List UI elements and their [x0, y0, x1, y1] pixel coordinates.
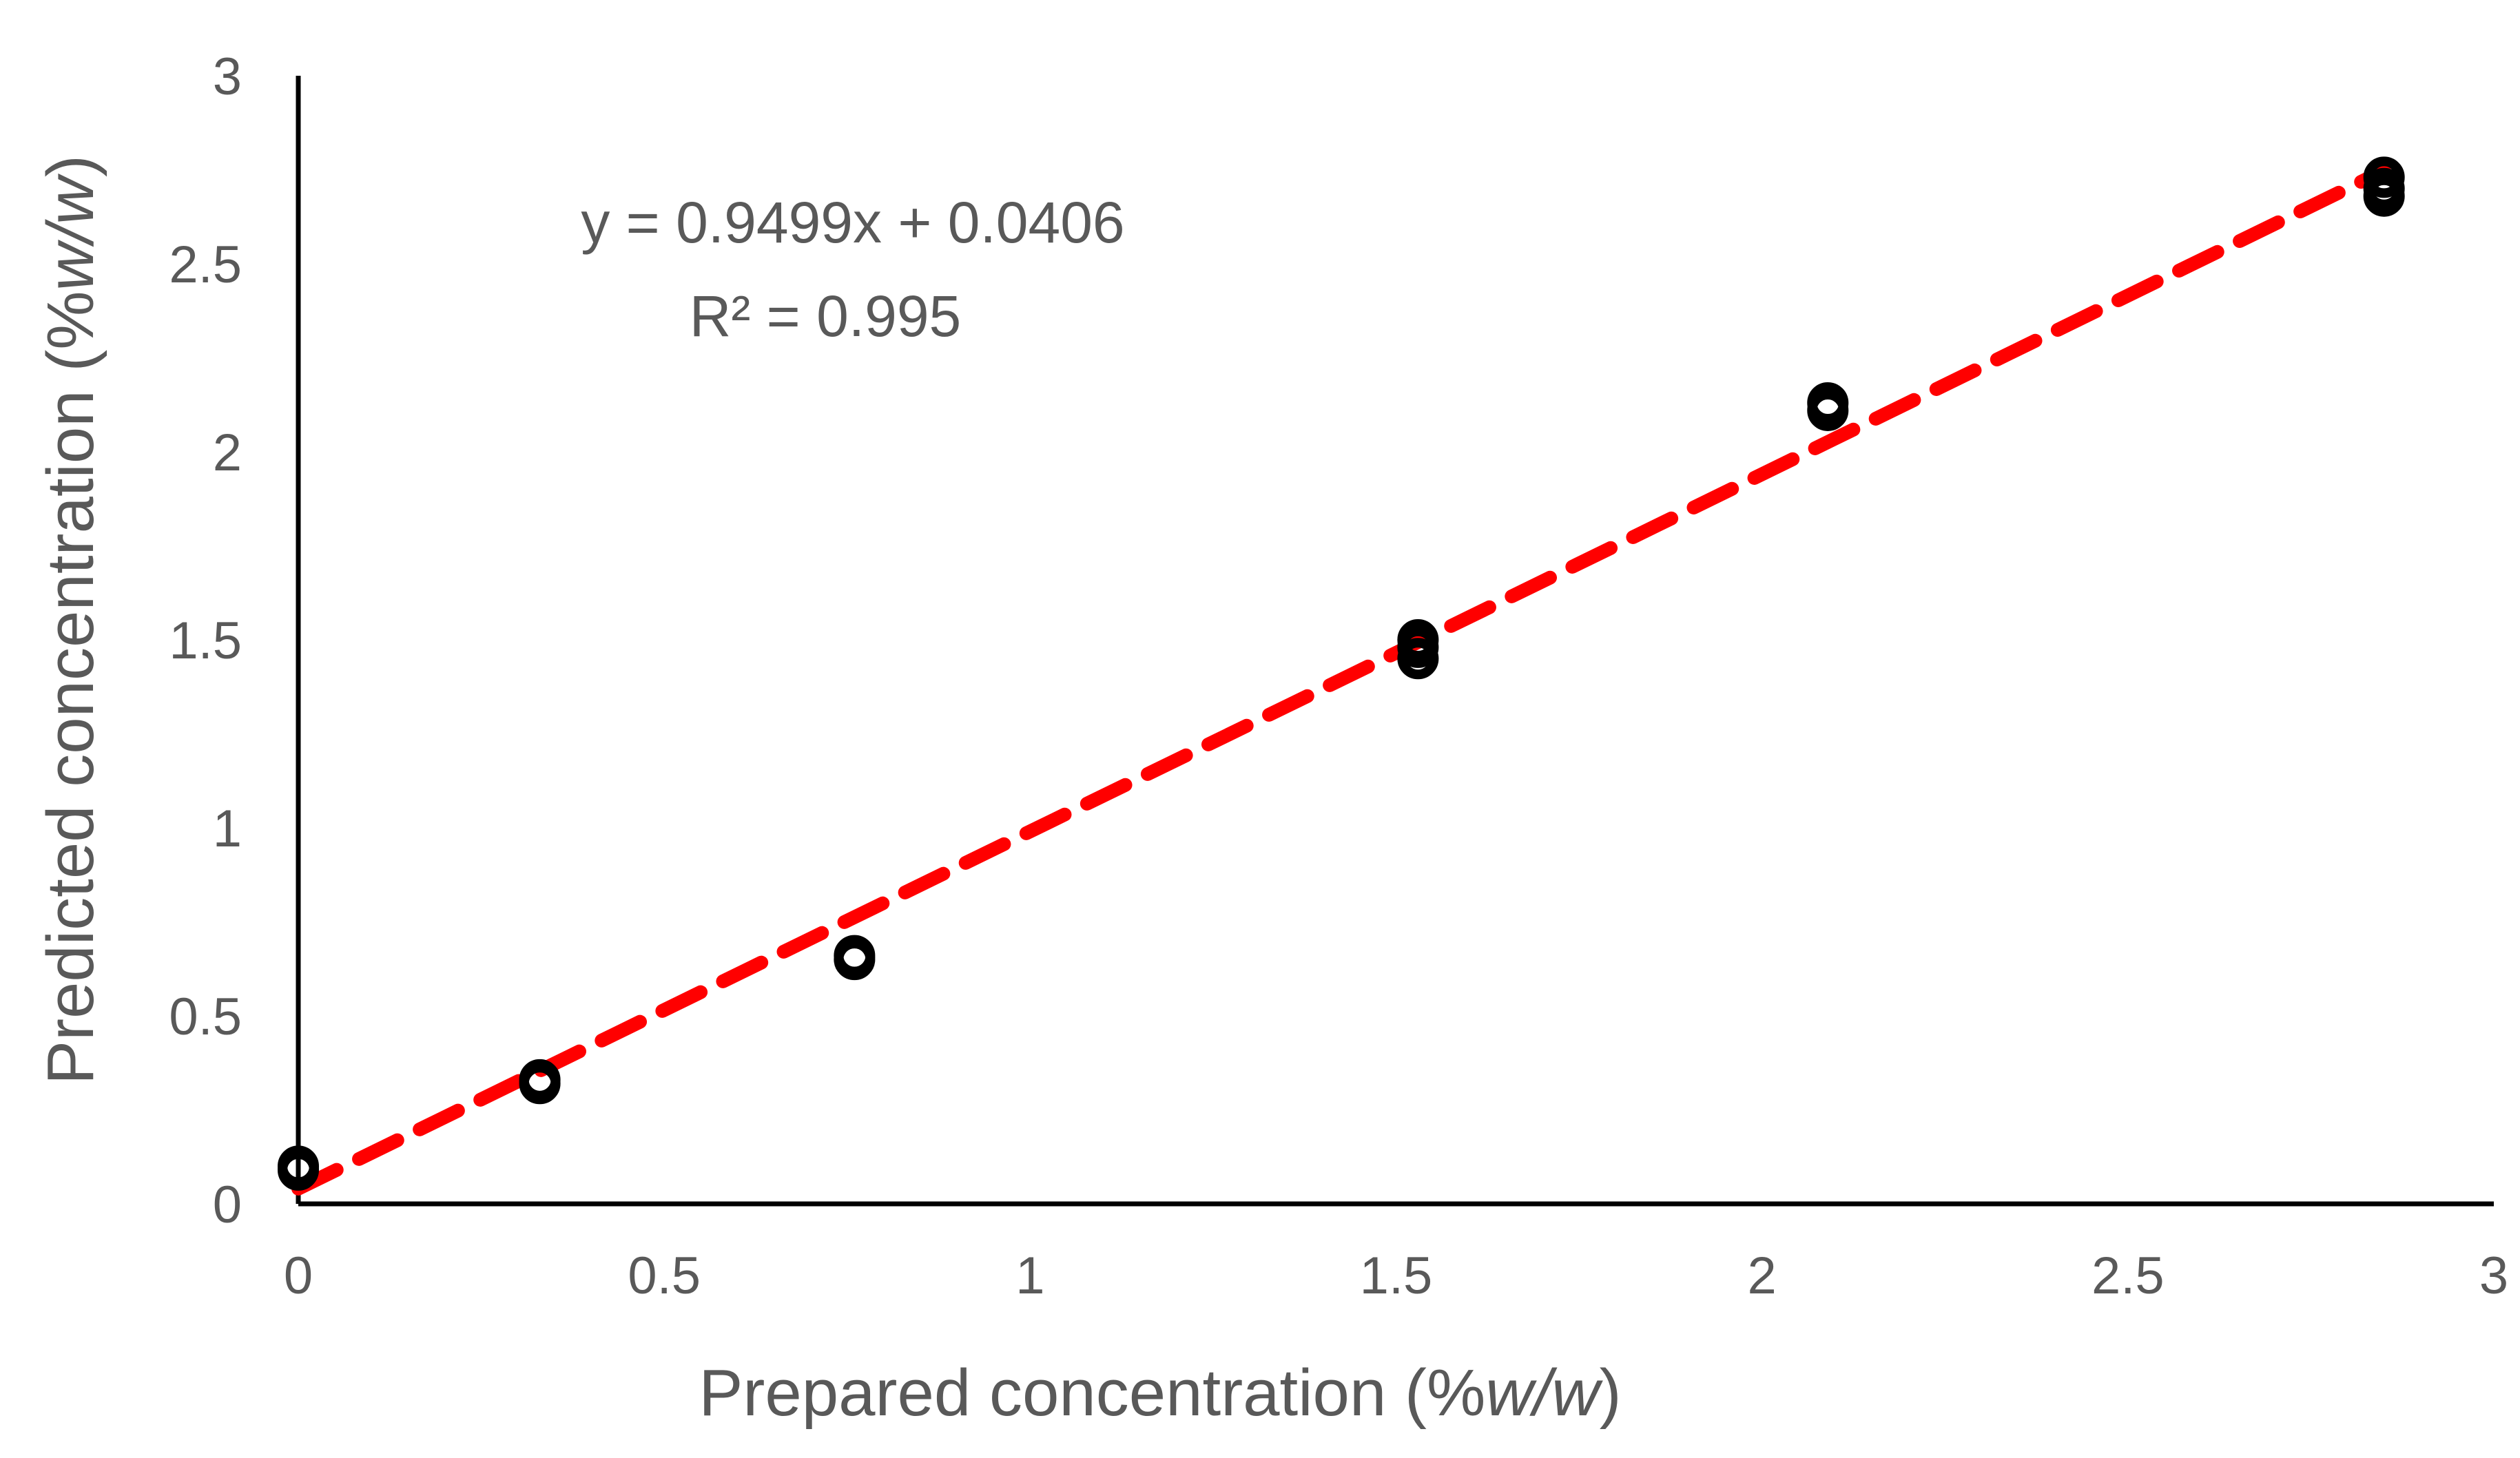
data-point: [1397, 619, 1439, 660]
x-tick-label: 3: [2479, 1247, 2508, 1305]
y-axis-title-prefix: Predicted concentration (%: [34, 291, 107, 1085]
data-point: [519, 1059, 561, 1101]
x-tick-label: 2.5: [2092, 1247, 2165, 1305]
equation-annotation: y = 0.9499x + 0.0406 R² = 0.995: [581, 190, 1124, 348]
y-tick-label: 1: [213, 800, 242, 858]
r-squared-label: R² = 0.995: [690, 284, 962, 348]
y-axis-title-suffix: ): [34, 155, 107, 177]
x-tick-labels: 0 0.5 1 1.5 2 2.5 3: [284, 1247, 2508, 1305]
trendline: [291, 163, 2391, 1196]
y-tick-label: 2.5: [169, 236, 242, 294]
x-tick-label: 1.5: [1360, 1247, 1433, 1305]
data-points: [278, 156, 2405, 1191]
x-tick-label: 0.5: [628, 1247, 701, 1305]
x-tick-label: 2: [1748, 1247, 1777, 1305]
y-tick-label: 0.5: [169, 988, 242, 1046]
x-tick-label: 1: [1015, 1247, 1044, 1305]
y-tick-label: 1.5: [169, 612, 242, 670]
x-axis-title-prefix: Prepared concentration (%: [699, 1356, 1485, 1430]
data-point: [2363, 156, 2405, 198]
trendline-group: [291, 163, 2391, 1196]
trendline-equation: y = 0.9499x + 0.0406: [581, 190, 1124, 255]
axes: [296, 76, 2494, 1207]
y-tick-labels: 0 0.5 1 1.5 2 2.5 3: [169, 48, 242, 1234]
x-tick-label: 0: [284, 1247, 313, 1305]
x-axis-title-suffix: ): [1600, 1356, 1622, 1430]
data-point: [834, 935, 876, 977]
y-tick-label: 2: [213, 424, 242, 482]
y-tick-label: 3: [213, 48, 242, 106]
x-axis-title: Prepared concentration (%w/w): [699, 1356, 1621, 1430]
data-point: [1807, 382, 1849, 424]
y-axis-title: Predicted concentration (%w/w): [34, 155, 107, 1085]
x-axis-title-italic: w/w: [1485, 1356, 1603, 1430]
y-tick-label: 0: [213, 1176, 242, 1234]
y-axis-title-italic: w/w: [34, 173, 107, 291]
data-point: [278, 1145, 319, 1187]
